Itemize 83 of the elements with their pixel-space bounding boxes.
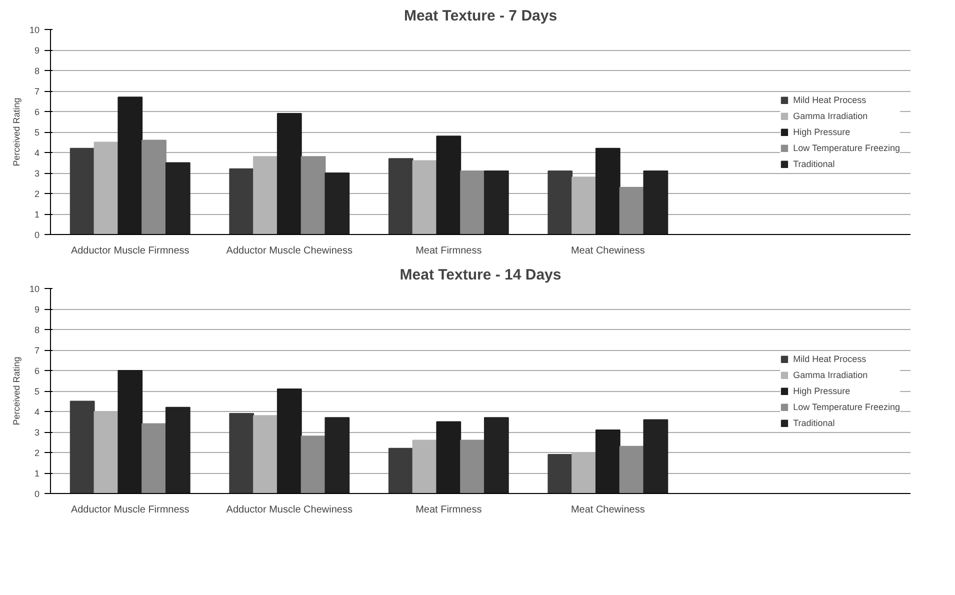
y-tick-label: 6	[34, 107, 40, 117]
bar	[388, 448, 414, 494]
legend-label: Low Temperature Freezing	[793, 402, 900, 412]
y-tick-label: 6	[34, 366, 40, 376]
bar	[94, 142, 119, 234]
bar	[324, 172, 350, 234]
y-tick-label: 10	[29, 25, 40, 35]
y-tick-label: 10	[29, 284, 40, 294]
chart-title: Meat Texture - 7 Days	[404, 8, 558, 24]
bar	[94, 411, 119, 494]
bar	[572, 176, 596, 234]
legend-label: Gamma Irradiation	[793, 370, 868, 380]
bar	[484, 170, 509, 234]
bar	[118, 370, 143, 494]
bar	[229, 413, 254, 494]
chart-title: Meat Texture - 14 Days	[400, 266, 562, 284]
x-tick-label: Meat Firmness	[416, 246, 482, 256]
x-tick-label: Adductor Muscle Firmness	[70, 504, 190, 516]
bar	[484, 417, 509, 494]
x-tick-label: Adductor Muscle Firmness	[70, 246, 190, 256]
legend-label: Mild Heat Process	[793, 94, 866, 104]
bar	[412, 440, 438, 494]
legend-label: Gamma Irradiation	[793, 110, 868, 120]
bar	[276, 388, 302, 494]
y-tick-label: 5	[34, 386, 40, 396]
legend-label: Low Temperature Freezing	[793, 142, 900, 152]
bar	[548, 170, 573, 234]
bar	[229, 168, 254, 234]
bar	[118, 96, 143, 234]
y-tick-label: 4	[34, 407, 40, 417]
legend-label: Mild Heat Process	[793, 354, 866, 364]
bar	[388, 158, 414, 234]
bar	[595, 148, 620, 234]
y-tick-label: 2	[34, 448, 40, 458]
bar	[276, 113, 302, 234]
bar	[70, 400, 95, 494]
bar	[324, 417, 350, 494]
bar	[436, 136, 462, 234]
bar	[460, 440, 485, 494]
y-tick-label: 8	[34, 66, 40, 76]
x-tick-label: Meat Firmness	[416, 504, 482, 516]
bar	[548, 454, 573, 494]
bar	[165, 406, 190, 494]
bar	[70, 148, 95, 234]
y-tick-label: 8	[34, 325, 40, 335]
y-tick-label: 9	[34, 46, 40, 56]
bar	[643, 419, 668, 494]
legend-label: High Pressure	[793, 126, 850, 136]
y-tick-label: 0	[34, 489, 40, 499]
y-tick-label: 2	[34, 189, 40, 199]
bar	[412, 160, 438, 234]
bar	[142, 423, 166, 494]
y-tick-label: 3	[34, 428, 40, 438]
y-tick-label: 7	[34, 346, 40, 356]
legend-label: Traditional	[793, 418, 835, 428]
y-tick-label: 3	[34, 168, 40, 178]
bar	[619, 446, 644, 494]
x-tick-label: Adductor Muscle Chewiness	[226, 504, 352, 516]
y-tick-label: 7	[34, 86, 40, 96]
y-tick-label: 9	[34, 304, 40, 314]
bar	[643, 170, 668, 234]
bar	[142, 140, 166, 234]
y-tick-label: 5	[34, 128, 40, 138]
y-axis-title: Perceived Rating	[11, 356, 22, 426]
bar	[253, 156, 278, 234]
bar	[619, 186, 644, 234]
bar	[300, 436, 326, 494]
bar	[165, 162, 190, 234]
bar	[436, 421, 462, 494]
bar	[253, 415, 278, 494]
x-tick-label: Meat Chewiness	[570, 504, 645, 516]
y-tick-label: 1	[34, 468, 40, 478]
bar	[595, 429, 620, 494]
legend-label: High Pressure	[793, 386, 850, 396]
legend-label: Traditional	[793, 158, 835, 168]
y-tick-label: 4	[34, 148, 40, 158]
y-tick-label: 0	[34, 230, 40, 240]
x-tick-label: Meat Chewiness	[570, 246, 645, 256]
bar	[460, 170, 485, 234]
x-tick-label: Adductor Muscle Chewiness	[226, 246, 352, 256]
y-axis-title: Perceived Rating	[11, 98, 22, 166]
bar	[300, 156, 326, 234]
y-tick-label: 1	[34, 210, 40, 220]
